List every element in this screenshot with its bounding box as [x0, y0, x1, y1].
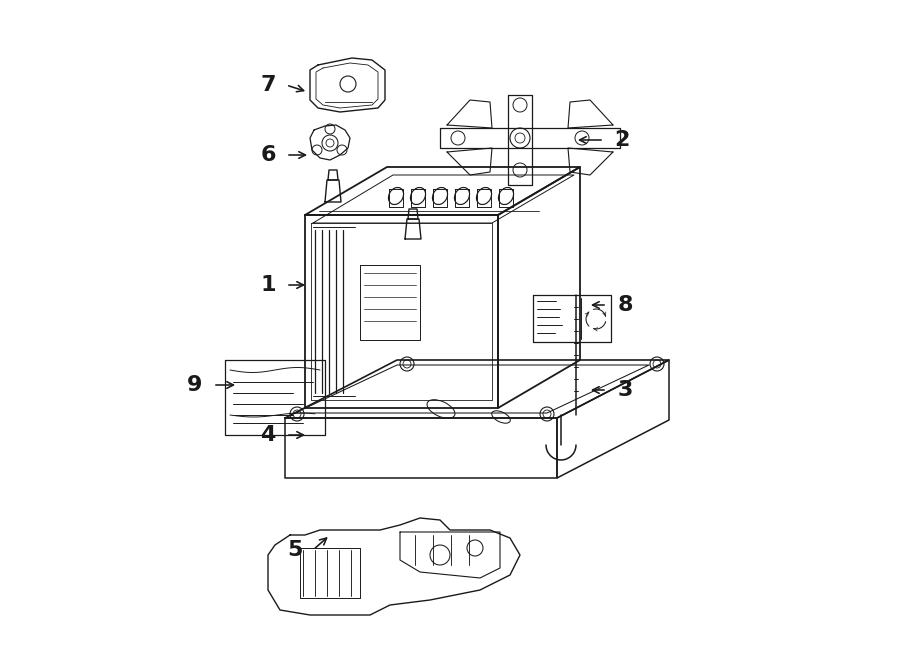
Text: 1: 1 [260, 275, 275, 295]
Text: 4: 4 [260, 425, 275, 445]
Text: 9: 9 [187, 375, 202, 395]
Text: 6: 6 [260, 145, 275, 165]
Text: 2: 2 [615, 130, 630, 150]
Text: 5: 5 [287, 540, 302, 560]
Text: 3: 3 [617, 380, 633, 400]
Text: 7: 7 [260, 75, 275, 95]
Text: 8: 8 [617, 295, 633, 315]
